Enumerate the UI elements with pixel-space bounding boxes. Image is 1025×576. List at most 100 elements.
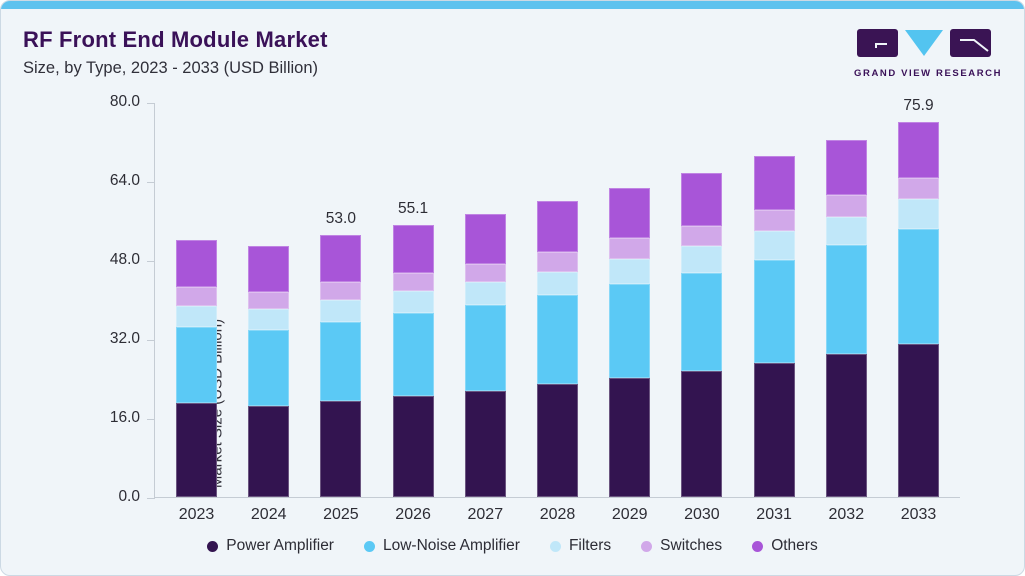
bar-segment-switches-2025 bbox=[320, 281, 362, 301]
bar-segment-filters-2023 bbox=[176, 305, 217, 328]
y-tick-mark bbox=[147, 418, 155, 420]
bar-segment-others-2027 bbox=[464, 214, 506, 264]
y-tick-mark bbox=[147, 102, 155, 104]
y-tick-label: 16.0 bbox=[109, 409, 140, 426]
x-tick-label-2025: 2025 bbox=[323, 506, 359, 523]
bar-segment-filters-2025 bbox=[320, 300, 362, 323]
legend-dot-icon bbox=[641, 540, 653, 552]
chart-header: RF Front End Module Market Size, by Type… bbox=[23, 27, 328, 78]
legend-dot-icon bbox=[549, 540, 561, 552]
y-tick-label: 80.0 bbox=[109, 93, 140, 110]
bar-segment-power-amplifier-2025 bbox=[320, 401, 362, 497]
bar-2029: 2029 bbox=[609, 187, 651, 523]
bar-segment-power-amplifier-2033 bbox=[898, 344, 939, 497]
legend-item-power-amplifier: Power Amplifier bbox=[207, 537, 334, 555]
bar-segment-low-noise-amplifier-2024 bbox=[248, 330, 290, 406]
bar-2031: 2031 bbox=[753, 155, 795, 523]
y-tick-label: 32.0 bbox=[109, 330, 140, 347]
bar-segment-switches-2033 bbox=[898, 177, 939, 200]
legend-label: Power Amplifier bbox=[226, 537, 334, 554]
bar-2028: 2028 bbox=[537, 200, 578, 523]
bar-segment-low-noise-amplifier-2029 bbox=[609, 283, 651, 378]
gvr-logo-icon bbox=[857, 29, 991, 57]
x-tick-label-2029: 2029 bbox=[611, 506, 648, 523]
bar-segment-power-amplifier-2032 bbox=[825, 354, 867, 497]
bar-segment-switches-2030 bbox=[681, 225, 723, 247]
bar-segment-switches-2031 bbox=[753, 210, 795, 232]
bar-segment-low-noise-amplifier-2027 bbox=[464, 304, 506, 391]
bar-segment-power-amplifier-2024 bbox=[248, 405, 290, 497]
bar-segment-low-noise-amplifier-2023 bbox=[176, 327, 217, 404]
plot-area: Market Size (USD Billion) 0.0 16.0 32.0 48.… bbox=[110, 93, 960, 523]
bar-segment-power-amplifier-2023 bbox=[176, 403, 217, 497]
y-tick-mark bbox=[147, 260, 155, 262]
bar-segment-filters-2024 bbox=[248, 309, 290, 331]
bar-segment-others-2031 bbox=[753, 155, 795, 211]
bar-segment-filters-2027 bbox=[464, 282, 506, 305]
bar-2024: 2024 bbox=[248, 245, 290, 523]
bar-segment-filters-2028 bbox=[537, 271, 578, 295]
bar-segment-others-2029 bbox=[609, 187, 651, 239]
y-tick-mark bbox=[147, 497, 155, 499]
x-tick-label-2031: 2031 bbox=[756, 506, 792, 523]
page-subtitle: Size, by Type, 2023 - 2033 (USD Billion) bbox=[23, 59, 319, 77]
bar-segment-switches-2026 bbox=[392, 272, 434, 292]
x-tick-label-2026: 2026 bbox=[395, 506, 431, 523]
legend-item-filters: Filters bbox=[549, 537, 612, 555]
bar-segment-low-noise-amplifier-2025 bbox=[320, 322, 362, 402]
legend-dot-icon bbox=[363, 540, 375, 552]
legend: Power Amplifier Low-Noise Amplifier Filter… bbox=[1, 537, 1024, 555]
bar-segment-others-2025 bbox=[320, 235, 362, 282]
bar-segment-low-noise-amplifier-2031 bbox=[753, 259, 795, 363]
bar-segment-low-noise-amplifier-2030 bbox=[681, 272, 723, 371]
y-tick-label: 64.0 bbox=[109, 172, 140, 189]
bar-segment-low-noise-amplifier-2033 bbox=[898, 229, 939, 345]
bar-segment-filters-2026 bbox=[392, 291, 434, 314]
legend-dot-icon bbox=[207, 540, 219, 552]
bar-2026: 55.1 2026 bbox=[392, 200, 434, 523]
bar-segment-switches-2028 bbox=[537, 251, 578, 272]
legend-item-low-noise-amplifier: Low-Noise Amplifier bbox=[363, 537, 520, 555]
legend-label: Filters bbox=[568, 537, 612, 554]
bar-2033: 75.9 2033 bbox=[898, 97, 939, 523]
bar-segment-power-amplifier-2026 bbox=[392, 396, 434, 497]
bar-segment-others-2028 bbox=[537, 200, 578, 252]
x-tick-label-2024: 2024 bbox=[250, 506, 287, 523]
bar-segment-power-amplifier-2027 bbox=[464, 390, 506, 497]
bar-2027: 2027 bbox=[464, 214, 506, 523]
legend-label: Switches bbox=[660, 537, 723, 554]
bar-segment-others-2033 bbox=[898, 122, 939, 178]
bar-2032: 2032 bbox=[825, 139, 867, 523]
bar-2030: 2030 bbox=[681, 172, 723, 523]
bar-segment-switches-2024 bbox=[248, 291, 290, 310]
bar-segment-switches-2029 bbox=[609, 238, 651, 259]
bar-segment-filters-2029 bbox=[609, 258, 651, 284]
bar-segment-filters-2031 bbox=[753, 231, 795, 260]
x-tick-label-2033: 2033 bbox=[900, 506, 937, 523]
bar-2023: 2023 bbox=[176, 239, 217, 523]
legend-label: Low-Noise Amplifier bbox=[382, 537, 520, 554]
bar-segment-filters-2032 bbox=[825, 216, 867, 246]
legend-item-switches: Switches bbox=[641, 537, 722, 555]
bar-segment-others-2026 bbox=[392, 224, 434, 273]
bar-segment-switches-2023 bbox=[176, 287, 217, 306]
bar-segment-filters-2030 bbox=[681, 246, 723, 273]
logo-wordmark: GRAND VIEW RESEARCH bbox=[854, 68, 1003, 79]
bar-segment-switches-2027 bbox=[464, 263, 506, 283]
y-tick-mark bbox=[147, 339, 155, 341]
bar-segment-low-noise-amplifier-2032 bbox=[825, 245, 867, 355]
total-label-2033: 75.9 bbox=[903, 97, 934, 115]
page-title: RF Front End Module Market bbox=[23, 27, 328, 52]
x-tick-label-2032: 2032 bbox=[828, 506, 865, 523]
top-accent-bar bbox=[1, 1, 1024, 9]
x-tick-label-2030: 2030 bbox=[684, 506, 720, 523]
bar-segment-low-noise-amplifier-2026 bbox=[392, 313, 434, 397]
bar-segment-filters-2033 bbox=[898, 199, 939, 230]
bar-segment-others-2032 bbox=[825, 139, 867, 195]
bar-segment-power-amplifier-2030 bbox=[681, 370, 723, 497]
grand-view-research-logo: GRAND VIEW RESEARCH bbox=[854, 29, 1003, 79]
bar-segment-power-amplifier-2031 bbox=[753, 362, 795, 497]
